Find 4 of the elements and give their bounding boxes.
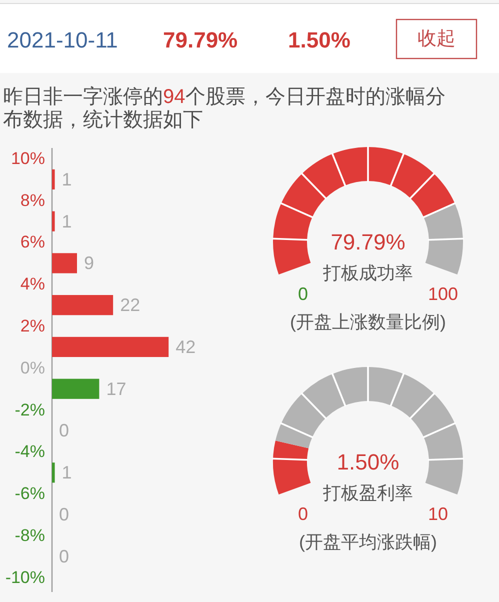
annotation: 2021-10-11: [7, 28, 118, 52]
annotation: 79.79%: [163, 28, 238, 52]
button: 收起: [396, 18, 478, 60]
annotation: 1.50%: [288, 28, 350, 52]
